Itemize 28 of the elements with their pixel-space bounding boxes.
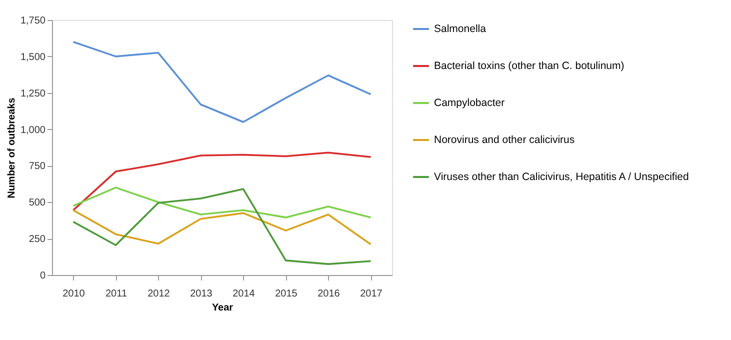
- y-tick-label: 500: [28, 198, 46, 209]
- line-series: [72, 40, 372, 123]
- x-axis-title: Year: [212, 302, 234, 314]
- y-tick-label: 1,000: [20, 124, 46, 136]
- x-tick-label: 2016: [318, 288, 340, 300]
- line-series: [72, 209, 372, 246]
- y-tick-label: 1,500: [20, 52, 46, 63]
- x-tick-label: 2014: [232, 288, 256, 300]
- y-tick-label: 750: [28, 161, 46, 172]
- x-tick-label: 2011: [105, 288, 128, 300]
- y-tick-label: 1,750: [20, 16, 46, 26]
- line-series: [72, 186, 372, 218]
- x-tick-label: 2012: [148, 288, 170, 300]
- x-tick-label: 2017: [360, 288, 383, 300]
- line-series: [72, 188, 372, 265]
- line-series: [72, 152, 372, 212]
- x-tick-label: 2010: [62, 288, 86, 300]
- legend-label: Salmonella: [434, 23, 486, 35]
- legend-label: Viruses other than Calicivirus, Hepatitis A / Unspecified: [434, 171, 690, 183]
- legend-label: Campylobacter: [434, 97, 506, 109]
- legend-label: Bacterial toxins (other than C. botulinum): [434, 60, 624, 72]
- y-axis-title: Number of outbreaks: [6, 97, 18, 198]
- legend-label: Norovirus and other calicivirus: [434, 134, 575, 146]
- y-tick-label: 250: [28, 234, 46, 246]
- y-tick-label: 0: [40, 270, 46, 282]
- x-tick-label: 2013: [190, 288, 213, 300]
- y-tick-label: 1,250: [20, 88, 46, 100]
- x-tick-label: 2015: [275, 288, 298, 300]
